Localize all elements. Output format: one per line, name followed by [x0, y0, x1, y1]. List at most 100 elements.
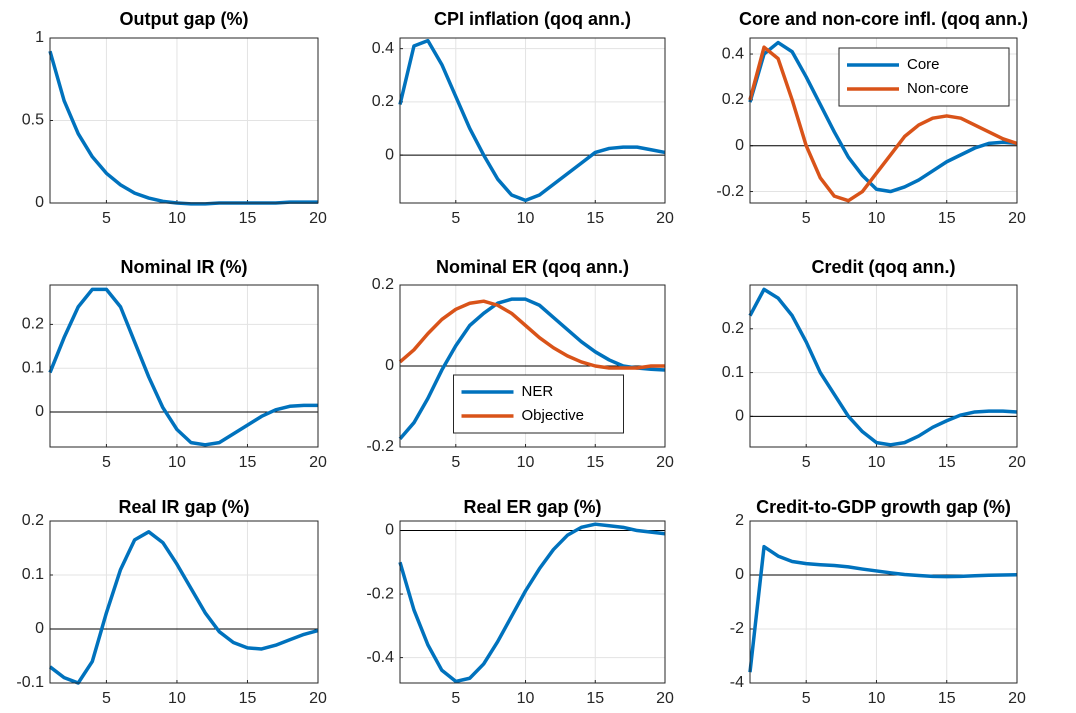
y-tick-label: 2: [735, 512, 744, 529]
panel: 5 10 15 20 0 0.2 0.4 CPI inflation (qoq ann.): [372, 9, 674, 227]
x-tick-label: 20: [656, 690, 674, 707]
y-tick-label: 0: [385, 146, 394, 163]
axes-box: [399, 284, 666, 448]
axes-box: [49, 284, 319, 448]
x-tick-label: 20: [656, 210, 674, 227]
x-tick-label: 15: [239, 454, 257, 471]
y-tick-label: -0.2: [366, 585, 394, 602]
chart-title: Credit-to-GDP growth gap (%): [756, 497, 1011, 517]
x-tick-label: 10: [868, 210, 886, 227]
x-tick-label: 20: [309, 454, 327, 471]
axes-box: [749, 520, 1018, 684]
panel: 5 10 15 20 0 0.1 0.2 Credit (qoq ann.): [722, 257, 1026, 471]
x-tick-label: 5: [102, 210, 111, 227]
y-tick-label: 0: [385, 357, 394, 374]
chart-title: Core and non-core infl. (qoq ann.): [739, 9, 1028, 29]
panel: 5 10 15 20 -0.2 0 0.2 0.4 Core and non-core infl…: [716, 9, 1028, 227]
y-tick-label: 0: [35, 403, 44, 420]
data-line: [748, 40, 1018, 194]
y-tick-label: -0.2: [366, 438, 394, 455]
y-tick-label: 0: [735, 137, 744, 154]
x-tick-label: 20: [309, 210, 327, 227]
y-tick-label: 0.4: [372, 40, 394, 57]
x-tick-label: 15: [586, 690, 604, 707]
data-line: [748, 287, 1018, 447]
plot-area: [750, 521, 1017, 683]
plot-area: [400, 521, 665, 683]
plot-area: [50, 521, 318, 683]
data-line: [48, 287, 318, 447]
x-tick-label: 10: [168, 690, 186, 707]
panel: 5 10 15 20 -0.4 -0.2 0 Real ER gap (%): [366, 497, 674, 707]
x-tick-label: 5: [802, 690, 811, 707]
y-tick-label: 0.1: [722, 364, 744, 381]
y-tick-label: 0.2: [372, 93, 394, 110]
data-line: [48, 530, 319, 685]
plot-area: [50, 285, 318, 447]
y-tick-label: 0.4: [722, 45, 744, 62]
x-tick-label: 10: [168, 454, 186, 471]
x-tick-label: 5: [102, 690, 111, 707]
y-tick-label: -0.2: [716, 183, 744, 200]
legend-label: Core: [907, 56, 940, 73]
data-line: [398, 297, 666, 441]
plot-area: [400, 38, 665, 203]
x-tick-label: 20: [309, 690, 327, 707]
axes-box: [399, 520, 666, 684]
y-tick-label: 0.5: [22, 112, 44, 129]
x-tick-label: 10: [517, 454, 535, 471]
x-tick-label: 15: [239, 210, 257, 227]
x-tick-label: 5: [451, 690, 460, 707]
axes-box: [749, 284, 1018, 448]
x-tick-label: 5: [802, 210, 811, 227]
y-tick-label: 0.1: [22, 566, 44, 583]
panel: 5 10 15 20 -4 -2 0 2 Credit-to-GDP growth gap (%…: [730, 497, 1026, 707]
x-tick-label: 20: [1008, 690, 1026, 707]
x-tick-label: 10: [868, 690, 886, 707]
y-tick-label: -2: [730, 620, 744, 637]
y-tick-label: -4: [730, 674, 744, 691]
chart-title: Real IR gap (%): [118, 497, 249, 517]
legend-box: [838, 47, 1010, 107]
y-tick-label: 0: [35, 620, 44, 637]
data-line: [398, 522, 666, 684]
legend-label: NER: [522, 383, 554, 400]
chart-title: Nominal ER (qoq ann.): [436, 257, 629, 277]
y-tick-label: -0.1: [16, 674, 44, 691]
x-tick-label: 10: [868, 454, 886, 471]
plot-area: [750, 285, 1017, 447]
y-tick-label: 1: [35, 29, 44, 46]
axes-box: [49, 37, 319, 204]
y-tick-label: 0: [385, 522, 394, 539]
y-tick-label: 0: [35, 194, 44, 211]
y-tick-label: 0: [735, 408, 744, 425]
legend-label: Objective: [522, 407, 585, 424]
x-tick-label: 15: [586, 210, 604, 227]
x-tick-label: 5: [451, 210, 460, 227]
axes-box: [399, 37, 666, 204]
y-tick-label: 0.2: [22, 512, 44, 529]
y-tick-label: 0: [735, 566, 744, 583]
x-tick-label: 20: [1008, 454, 1026, 471]
y-tick-label: 0.1: [22, 359, 44, 376]
x-tick-label: 20: [656, 454, 674, 471]
data-line: [398, 38, 666, 203]
x-tick-label: 15: [938, 454, 956, 471]
panel: 5 10 15 20 -0.2 0 0.2 Nominal ER (qoq ann.) NER O…: [366, 257, 674, 471]
data-line: [748, 544, 1018, 673]
axes-box: [749, 37, 1018, 204]
panel: 5 10 15 20 -0.1 0 0.1 0.2 Real IR gap (%): [16, 497, 327, 707]
y-tick-label: 0.2: [722, 91, 744, 108]
chart-title: Nominal IR (%): [120, 257, 247, 277]
chart-title: CPI inflation (qoq ann.): [434, 9, 631, 29]
x-tick-label: 15: [586, 454, 604, 471]
x-tick-label: 10: [517, 210, 535, 227]
x-tick-label: 15: [239, 690, 257, 707]
chart-title: Output gap (%): [120, 9, 249, 29]
legend-box: [453, 374, 624, 434]
x-tick-label: 10: [517, 690, 535, 707]
legend-label: Non-core: [907, 80, 969, 97]
x-tick-label: 15: [938, 690, 956, 707]
y-tick-label: 0.2: [722, 320, 744, 337]
